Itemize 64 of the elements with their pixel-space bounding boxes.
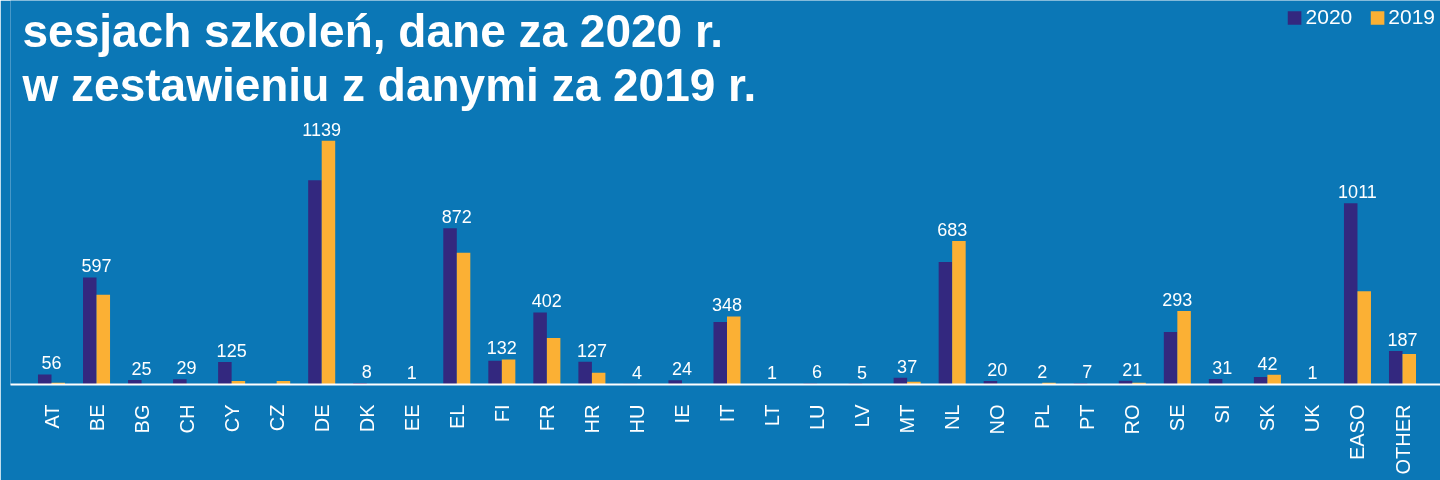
data-label: 683 bbox=[937, 220, 968, 241]
x-tick-label: OTHER bbox=[1391, 404, 1414, 475]
data-label: 25 bbox=[131, 359, 152, 380]
data-label: 127 bbox=[576, 340, 607, 361]
legend-label: 2020 bbox=[1305, 5, 1353, 29]
x-tick-label: NL bbox=[941, 404, 964, 431]
x-tick-label: FI bbox=[490, 404, 513, 423]
x-tick-label: HR bbox=[580, 404, 603, 434]
x-tick-label: NO bbox=[986, 404, 1009, 435]
data-label: 872 bbox=[441, 207, 472, 228]
x-tick-label: LT bbox=[761, 404, 784, 427]
x-tick-label: BG bbox=[130, 404, 153, 434]
x-tick-label: SI bbox=[1211, 404, 1234, 424]
data-label: 7 bbox=[1082, 362, 1093, 383]
data-label: 1 bbox=[406, 363, 417, 384]
data-label: 6 bbox=[812, 362, 823, 383]
data-label: 348 bbox=[711, 295, 743, 316]
x-tick-label: EL bbox=[445, 404, 468, 429]
x-tick-label: FR bbox=[535, 404, 558, 432]
legend-label: 2019 bbox=[1388, 5, 1435, 29]
data-label: 29 bbox=[176, 358, 197, 379]
data-label: 5 bbox=[857, 362, 868, 383]
data-label: 37 bbox=[897, 356, 918, 377]
data-label: 24 bbox=[671, 359, 692, 380]
data-label: 42 bbox=[1257, 353, 1278, 374]
x-tick-label: SE bbox=[1166, 404, 1189, 432]
data-label: 1 bbox=[1307, 363, 1318, 384]
data-label: 293 bbox=[1162, 290, 1193, 310]
data-label: 31 bbox=[1212, 357, 1233, 378]
x-tick-label: DE bbox=[310, 404, 333, 433]
x-tick-label: MT bbox=[896, 404, 919, 434]
x-tick-label: UK bbox=[1301, 403, 1324, 433]
chart-title: sesjach szkoleń, dane za 2020 r. w zestawieniu z danymi za 2019 r. bbox=[21, 4, 757, 111]
data-label: 20 bbox=[987, 359, 1008, 380]
data-label: 597 bbox=[81, 256, 112, 277]
data-label: 187 bbox=[1387, 329, 1418, 350]
x-tick-label: DK bbox=[355, 403, 378, 433]
x-tick-label: RO bbox=[1121, 404, 1144, 435]
data-label: 402 bbox=[531, 291, 562, 312]
x-tick-label: SK bbox=[1256, 403, 1279, 432]
data-label: 8 bbox=[361, 362, 372, 383]
x-tick-label: PL bbox=[1031, 404, 1054, 429]
x-tick-label: CY bbox=[220, 404, 243, 433]
x-tick-label: BE bbox=[85, 404, 108, 432]
data-label: 132 bbox=[486, 338, 517, 359]
x-tick-label: HU bbox=[625, 404, 648, 434]
x-tick-label: EASO bbox=[1346, 404, 1369, 461]
x-tick-label: EE bbox=[400, 404, 423, 432]
x-tick-label: AT bbox=[40, 404, 63, 429]
x-tick-label: PT bbox=[1076, 404, 1099, 431]
data-label: 1 bbox=[767, 363, 778, 384]
x-tick-label: CZ bbox=[265, 404, 288, 432]
data-label: 4 bbox=[631, 362, 642, 383]
data-label: 1139 bbox=[302, 119, 342, 140]
data-label: 56 bbox=[41, 353, 62, 374]
x-tick-label: IT bbox=[716, 404, 738, 423]
x-tick-label: IE bbox=[670, 404, 693, 424]
x-tick-label: LU bbox=[806, 404, 829, 431]
data-label: 125 bbox=[216, 341, 247, 362]
data-label: 1011 bbox=[1338, 182, 1377, 203]
x-tick-label: LV bbox=[851, 403, 874, 428]
data-label: 2 bbox=[1037, 361, 1048, 382]
data-label: 21 bbox=[1122, 359, 1143, 380]
x-tick-label: CH bbox=[175, 404, 198, 434]
